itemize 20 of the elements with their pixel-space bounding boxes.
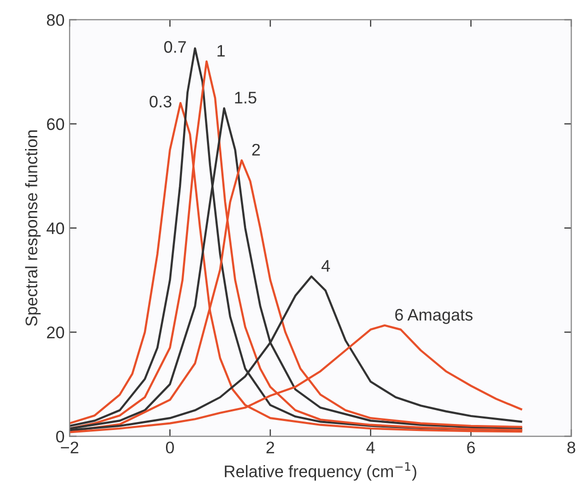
y-tick-label: 80 (46, 14, 64, 26)
x-tick-label: 6 (467, 442, 475, 454)
x-tick-label: −2 (60, 442, 78, 454)
y-axis-title: Spectral response function (25, 130, 41, 326)
x-tick-label: 2 (266, 442, 274, 454)
x-tick-label: 0 (166, 442, 174, 454)
annotation: 0.3 (150, 96, 172, 108)
y-tick-label: 20 (47, 326, 64, 338)
y-tick-label: 40 (46, 222, 64, 234)
annotation: 2 (252, 144, 260, 156)
annotation: 6 Amagats (395, 308, 473, 324)
annotation: 4 (322, 260, 330, 272)
annotation: 1 (218, 45, 225, 57)
x-axis-title: Relative frequency (cm$^{−1}$) (224, 462, 416, 481)
annotation: 1.5 (235, 92, 256, 104)
x-tick-label: 8 (567, 442, 576, 454)
y-tick-label: 0 (56, 430, 64, 443)
x-tick-label: 4 (366, 442, 375, 454)
annotation: 0.7 (164, 41, 186, 53)
y-tick-label: 60 (47, 118, 64, 130)
